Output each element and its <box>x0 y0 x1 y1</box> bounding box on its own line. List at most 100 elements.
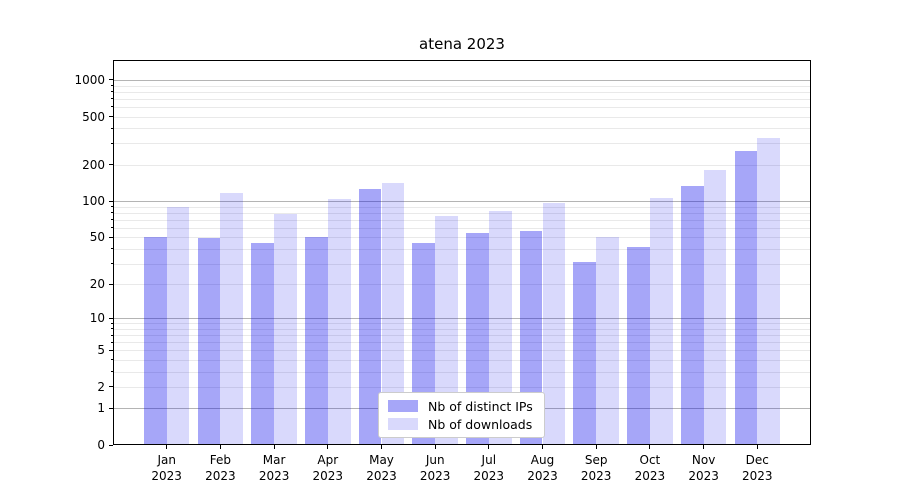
x-label-month: Sep <box>584 453 608 467</box>
y-minor-tick <box>110 212 113 214</box>
bar-distinct-ips-jul <box>466 233 489 445</box>
gridline-minor <box>114 91 810 93</box>
legend-label-downloads: Nb of downloads <box>428 416 533 432</box>
gridline-major <box>114 79 810 81</box>
y-tick <box>109 407 113 409</box>
x-tick-label-jun: Jun 2023 <box>407 452 463 484</box>
x-tick <box>703 445 705 449</box>
bar-distinct-ips-dec <box>734 150 758 445</box>
y-tick-label: 0 <box>97 438 105 452</box>
y-minor-tick <box>110 106 113 108</box>
x-label-year: 2023 <box>580 469 612 483</box>
legend-label-distinct-ips: Nb of distinct IPs <box>428 398 533 414</box>
gridline-minor <box>114 227 810 229</box>
x-label-year: 2023 <box>634 469 666 483</box>
gridline-minor <box>114 164 810 166</box>
gridline-major <box>114 201 810 203</box>
y-minor-tick <box>110 322 113 324</box>
x-label-year: 2023 <box>419 469 451 483</box>
bar-downloads-dec <box>757 138 781 445</box>
y-minor-tick <box>110 85 113 86</box>
x-tick <box>488 445 490 449</box>
gridline-minor <box>114 85 810 87</box>
x-label-month: Jan <box>157 453 176 467</box>
bar-distinct-ips-jan <box>143 237 167 445</box>
gridline-major <box>114 318 810 320</box>
x-tick-label-sep: Sep 2023 <box>568 452 624 484</box>
bar-distinct-ips-nov <box>680 185 704 445</box>
x-label-month: Mar <box>262 453 286 467</box>
x-label-month: Jul <box>481 453 497 467</box>
y-tick <box>109 349 113 351</box>
y-minor-tick <box>110 359 113 361</box>
bar-distinct-ips-mar <box>251 242 275 445</box>
bar-downloads-jul <box>488 211 512 445</box>
y-tick-label: 5 <box>97 343 105 358</box>
bar-downloads-jan <box>166 206 190 445</box>
y-minor-tick <box>110 227 113 229</box>
x-label-year: 2023 <box>205 469 236 483</box>
chart-title: atena 2023 <box>419 35 505 53</box>
bar-distinct-ips-aug <box>519 231 543 445</box>
x-tick <box>166 445 168 449</box>
gridline-minor <box>114 328 810 330</box>
x-tick-label-feb: Feb 2023 <box>192 452 248 484</box>
x-tick-label-jan: Jan 2023 <box>139 452 195 484</box>
x-label-year: 2023 <box>527 469 558 483</box>
legend: Nb of distinct IPs Nb of downloads <box>378 392 545 438</box>
x-label-year: 2023 <box>688 469 719 483</box>
y-tick-label: 1 <box>97 401 105 416</box>
gridline-minor <box>114 116 810 118</box>
gridline-minor <box>114 98 810 100</box>
gridline-minor <box>114 128 810 130</box>
x-label-month: Dec <box>745 453 769 467</box>
y-tick <box>109 317 113 319</box>
x-tick-label-may: May 2023 <box>354 452 410 484</box>
x-tick <box>756 445 758 449</box>
y-minor-tick <box>110 98 113 100</box>
legend-swatch-downloads <box>388 418 418 430</box>
gridline-minor <box>114 350 810 352</box>
y-minor-tick <box>110 142 113 144</box>
y-tick <box>109 283 113 285</box>
y-minor-tick <box>110 341 113 343</box>
y-tick <box>109 116 113 117</box>
bar-downloads-oct <box>649 197 673 445</box>
y-minor-tick <box>110 334 113 336</box>
y-tick <box>109 79 113 81</box>
x-label-year: 2023 <box>258 469 290 483</box>
gridline-minor <box>114 143 810 145</box>
x-tick-label-apr: Apr 2023 <box>300 452 356 484</box>
gridline-minor <box>114 323 810 325</box>
y-tick-label: 100 <box>82 194 105 209</box>
bar-distinct-ips-apr <box>304 237 328 445</box>
bar-downloads-may <box>381 183 405 445</box>
y-tick <box>109 236 113 238</box>
y-minor-tick <box>110 91 113 93</box>
y-minor-tick <box>110 127 113 129</box>
x-tick <box>327 445 329 449</box>
x-tick-label-mar: Mar 2023 <box>246 452 302 484</box>
x-label-month: Nov <box>691 453 716 467</box>
y-tick-label: 1000 <box>74 72 105 87</box>
x-label-year: 2023 <box>366 469 397 483</box>
x-label-month: Aug <box>530 453 555 467</box>
y-minor-tick <box>110 219 113 221</box>
x-label-month: Jun <box>425 453 445 467</box>
y-tick-label: 10 <box>89 311 105 326</box>
y-minor-tick <box>110 206 113 208</box>
y-tick <box>109 164 113 166</box>
legend-item-distinct-ips: Nb of distinct IPs <box>388 398 535 414</box>
x-label-year: 2023 <box>473 469 505 483</box>
bar-distinct-ips-sep <box>573 261 597 445</box>
gridline-minor <box>114 284 810 285</box>
gridline-minor <box>114 106 810 108</box>
x-label-month: May <box>369 453 394 467</box>
bar-downloads-mar <box>274 214 297 445</box>
gridline-minor <box>114 386 810 388</box>
bar-downloads-jun <box>435 216 458 445</box>
x-tick-label-dec: Dec 2023 <box>729 452 785 484</box>
bar-downloads-feb <box>220 192 244 445</box>
x-label-year: 2023 <box>742 469 773 483</box>
